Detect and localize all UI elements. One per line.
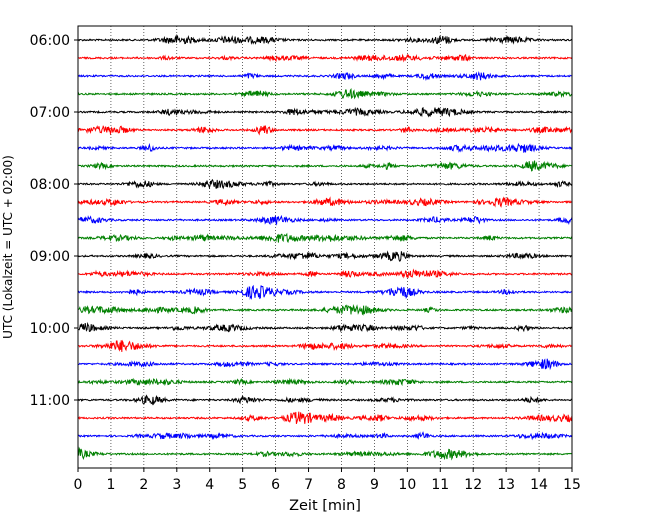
y-tick-label: 09:00 (30, 249, 70, 265)
plot-frame (77, 25, 573, 469)
seismogram-traces (77, 34, 573, 461)
x-tick-label: 11 (431, 477, 449, 493)
x-tick-label: 9 (370, 477, 379, 493)
trace-line (77, 394, 573, 406)
trace-line (77, 250, 572, 262)
trace-line (77, 106, 573, 118)
trace-line (77, 284, 573, 301)
trace-line (77, 160, 573, 172)
x-tick-label: 3 (172, 477, 181, 493)
trace-line (77, 232, 573, 244)
trace-line (77, 214, 573, 226)
x-axis-ticks: 0 1 2 3 4 5 6 7 8 9 10 11 12 13 14 15 (74, 468, 581, 493)
trace-line (77, 446, 572, 461)
y-axis-label: UTC (Lokalzeit = UTC + 02:00) (1, 155, 15, 339)
trace-line (77, 88, 573, 100)
x-tick-label: 4 (205, 477, 214, 493)
x-tick-label: 12 (464, 477, 482, 493)
x-tick-label: 1 (106, 477, 115, 493)
trace-line (77, 411, 573, 424)
trace-line (77, 339, 573, 352)
x-tick-label: 0 (74, 477, 83, 493)
trace-line (77, 431, 573, 441)
y-axis-ticks: 06:00 07:00 08:00 09:00 10:00 11:00 (30, 33, 78, 409)
trace-line (77, 142, 573, 153)
x-tick-label: 14 (530, 477, 548, 493)
trace-line (77, 196, 573, 208)
x-tick-label: 13 (497, 477, 515, 493)
plot-background (78, 26, 572, 468)
trace-line (77, 53, 573, 63)
y-tick-label: 07:00 (30, 105, 70, 121)
x-tick-label: 5 (238, 477, 247, 493)
x-axis-label: Zeit [min] (289, 498, 361, 514)
trace-line (77, 268, 573, 279)
y-tick-label: 10:00 (30, 321, 70, 337)
trace-line (77, 377, 573, 387)
y-tick-label: 08:00 (30, 177, 70, 193)
y-tick-label: 06:00 (30, 33, 70, 49)
x-tick-label: 6 (271, 477, 280, 493)
trace-line (77, 70, 572, 81)
trace-line (77, 304, 573, 316)
x-tick-label: 10 (398, 477, 416, 493)
y-tick-label: 11:00 (30, 393, 70, 409)
trace-line (77, 34, 573, 45)
x-tick-label: 8 (337, 477, 346, 493)
trace-line (77, 321, 573, 333)
trace-line (77, 178, 573, 190)
x-tick-label: 15 (563, 477, 581, 493)
x-tick-label: 2 (139, 477, 148, 493)
x-tick-label: 7 (304, 477, 313, 493)
trace-line (77, 125, 573, 136)
trace-line (77, 358, 573, 371)
